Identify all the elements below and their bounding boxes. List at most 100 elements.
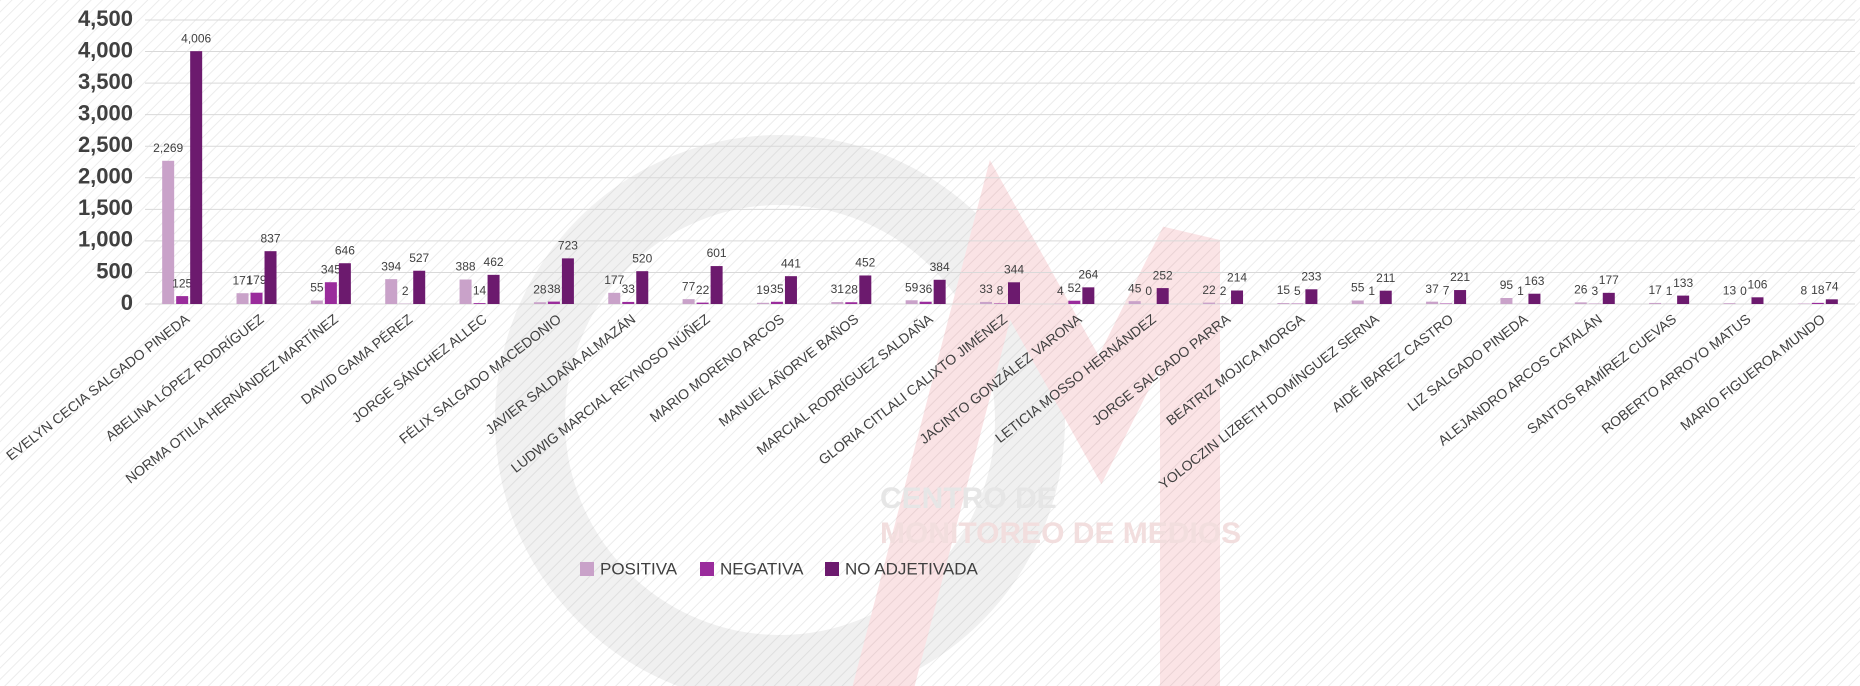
legend-swatch <box>700 562 714 576</box>
data-label: 837 <box>261 231 281 245</box>
data-label: 125 <box>172 276 192 290</box>
bar <box>1677 295 1690 304</box>
bar <box>250 292 263 304</box>
data-label: 601 <box>707 246 727 260</box>
bar <box>1277 303 1290 304</box>
data-label: 221 <box>1450 270 1470 284</box>
data-label: 106 <box>1747 277 1767 291</box>
data-label: 4 <box>1057 284 1064 298</box>
y-tick-label: 1,500 <box>78 195 133 220</box>
y-tick-label: 4,500 <box>78 6 133 31</box>
data-label: 264 <box>1078 268 1098 282</box>
data-label: 7 <box>1443 284 1450 298</box>
data-label: 22 <box>696 283 710 297</box>
data-label: 26 <box>1574 283 1588 297</box>
data-label: 2 <box>1220 284 1227 298</box>
bar <box>1574 302 1587 304</box>
data-label: 452 <box>855 256 875 270</box>
y-tick-label: 2,500 <box>78 132 133 157</box>
data-label: 388 <box>456 260 476 274</box>
bar <box>1649 302 1662 304</box>
data-label: 3 <box>1591 284 1598 298</box>
data-label: 1 <box>1368 284 1375 298</box>
watermark-logo <box>495 135 1220 686</box>
bar <box>533 302 546 304</box>
data-label: 2,269 <box>153 141 183 155</box>
bar <box>608 292 621 304</box>
data-label: 345 <box>321 262 341 276</box>
bar <box>994 303 1006 304</box>
bar <box>831 302 844 304</box>
data-label: 211 <box>1376 271 1395 285</box>
data-label: 1 <box>1517 284 1524 298</box>
bar <box>682 299 695 304</box>
data-label: 1 <box>1666 284 1673 298</box>
data-label: 28 <box>845 282 859 296</box>
bar <box>190 51 203 305</box>
data-label: 45 <box>1128 281 1142 295</box>
data-label: 77 <box>682 279 696 293</box>
data-label: 527 <box>409 251 429 265</box>
data-label: 22 <box>1202 283 1216 297</box>
bar <box>236 293 249 304</box>
bar <box>980 301 992 304</box>
legend-swatch <box>825 562 839 576</box>
bar <box>473 303 486 304</box>
legend-swatch <box>580 562 594 576</box>
bar <box>385 279 398 304</box>
watermark-text: CENTRO DE <box>880 482 1057 515</box>
bar <box>413 270 426 304</box>
bar <box>1305 289 1318 304</box>
data-label: 55 <box>310 281 324 295</box>
bar <box>338 263 351 304</box>
bar <box>310 300 323 304</box>
bar <box>1426 301 1439 304</box>
data-label: 214 <box>1227 271 1247 285</box>
data-label: 19 <box>756 283 770 297</box>
bar <box>1528 293 1541 304</box>
y-tick-label: 3,500 <box>78 69 133 94</box>
data-label: 441 <box>781 256 801 270</box>
data-label: 36 <box>919 282 933 296</box>
bar <box>1351 300 1364 304</box>
bar <box>1602 292 1615 304</box>
bar <box>1825 299 1838 304</box>
data-label: 177 <box>604 273 624 287</box>
bar <box>561 258 574 304</box>
bar <box>636 271 649 304</box>
data-label: 38 <box>547 282 561 296</box>
bar <box>459 279 472 304</box>
data-label: 384 <box>930 260 950 274</box>
data-label: 252 <box>1153 268 1173 282</box>
bar <box>1203 302 1216 304</box>
bar <box>1811 302 1824 304</box>
data-label: 14 <box>473 283 487 297</box>
data-label: 33 <box>622 282 636 296</box>
y-tick-label: 500 <box>96 258 133 283</box>
bar <box>1156 288 1169 304</box>
data-label: 8 <box>997 284 1004 298</box>
bar <box>710 266 723 304</box>
legend-label: NO ADJETIVADA <box>845 559 979 578</box>
bar <box>162 160 175 304</box>
bar <box>1128 301 1141 304</box>
data-label: 177 <box>1599 273 1619 287</box>
bar <box>1723 303 1736 304</box>
bar <box>756 302 769 304</box>
data-label: 37 <box>1425 282 1439 296</box>
data-label: 17 <box>1648 283 1662 297</box>
data-label: 52 <box>1068 281 1082 295</box>
bar <box>845 302 858 304</box>
bar <box>1008 282 1020 304</box>
y-tick-label: 4,000 <box>78 37 133 62</box>
legend-label: POSITIVA <box>600 559 678 578</box>
data-label: 179 <box>247 273 267 287</box>
bar <box>696 302 709 304</box>
data-label: 4,006 <box>181 31 211 45</box>
bar <box>1068 300 1081 304</box>
data-label: 59 <box>905 280 919 294</box>
data-label: 0 <box>1740 284 1747 298</box>
bar <box>1797 303 1810 304</box>
bar <box>919 301 932 304</box>
